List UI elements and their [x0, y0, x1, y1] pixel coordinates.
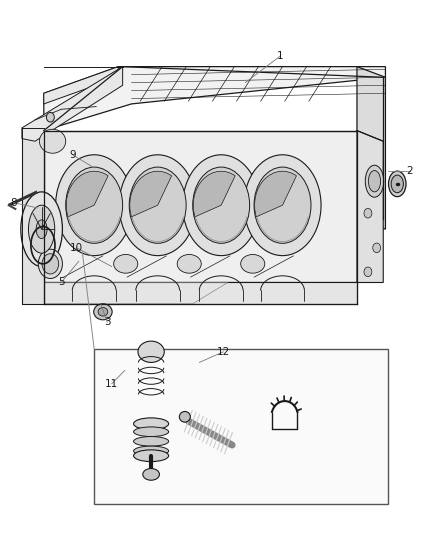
Ellipse shape — [143, 469, 159, 480]
Polygon shape — [22, 128, 44, 304]
Ellipse shape — [42, 254, 59, 274]
Text: 3: 3 — [104, 318, 111, 327]
Ellipse shape — [113, 255, 138, 273]
Polygon shape — [44, 131, 357, 282]
Ellipse shape — [39, 130, 66, 154]
Text: 8: 8 — [10, 198, 17, 207]
Polygon shape — [44, 67, 118, 104]
Ellipse shape — [193, 167, 250, 243]
Ellipse shape — [391, 175, 403, 193]
Text: 12: 12 — [217, 347, 230, 357]
Ellipse shape — [389, 171, 406, 197]
Ellipse shape — [368, 171, 381, 192]
Text: 9: 9 — [69, 150, 76, 159]
Wedge shape — [130, 171, 172, 217]
Ellipse shape — [94, 304, 112, 320]
Ellipse shape — [364, 208, 372, 218]
Ellipse shape — [134, 418, 169, 430]
Ellipse shape — [56, 155, 133, 256]
Text: 11: 11 — [105, 379, 118, 389]
Polygon shape — [44, 67, 385, 131]
Text: 2: 2 — [406, 166, 413, 175]
Ellipse shape — [21, 192, 62, 266]
Text: 10: 10 — [70, 243, 83, 253]
Ellipse shape — [134, 450, 169, 462]
Ellipse shape — [180, 411, 190, 422]
Ellipse shape — [134, 446, 169, 456]
Ellipse shape — [183, 155, 260, 256]
Text: 5: 5 — [58, 278, 65, 287]
Ellipse shape — [66, 167, 123, 243]
Ellipse shape — [365, 165, 384, 197]
Ellipse shape — [98, 308, 108, 316]
Ellipse shape — [36, 220, 47, 239]
Ellipse shape — [244, 155, 321, 256]
Polygon shape — [22, 67, 123, 141]
Ellipse shape — [129, 167, 186, 243]
Wedge shape — [193, 171, 235, 217]
Text: 1: 1 — [277, 51, 284, 61]
Polygon shape — [357, 131, 383, 282]
Polygon shape — [44, 282, 357, 304]
Ellipse shape — [46, 112, 54, 122]
Ellipse shape — [138, 341, 164, 362]
Ellipse shape — [134, 427, 169, 437]
Ellipse shape — [134, 437, 169, 446]
Ellipse shape — [373, 243, 381, 253]
Ellipse shape — [240, 255, 265, 273]
Bar — [94, 349, 388, 504]
Ellipse shape — [28, 205, 55, 253]
Wedge shape — [254, 171, 297, 217]
Wedge shape — [66, 171, 108, 217]
Polygon shape — [357, 67, 385, 229]
Ellipse shape — [177, 255, 201, 273]
Ellipse shape — [119, 155, 196, 256]
Ellipse shape — [364, 267, 372, 277]
Ellipse shape — [39, 249, 63, 278]
Ellipse shape — [254, 167, 311, 243]
